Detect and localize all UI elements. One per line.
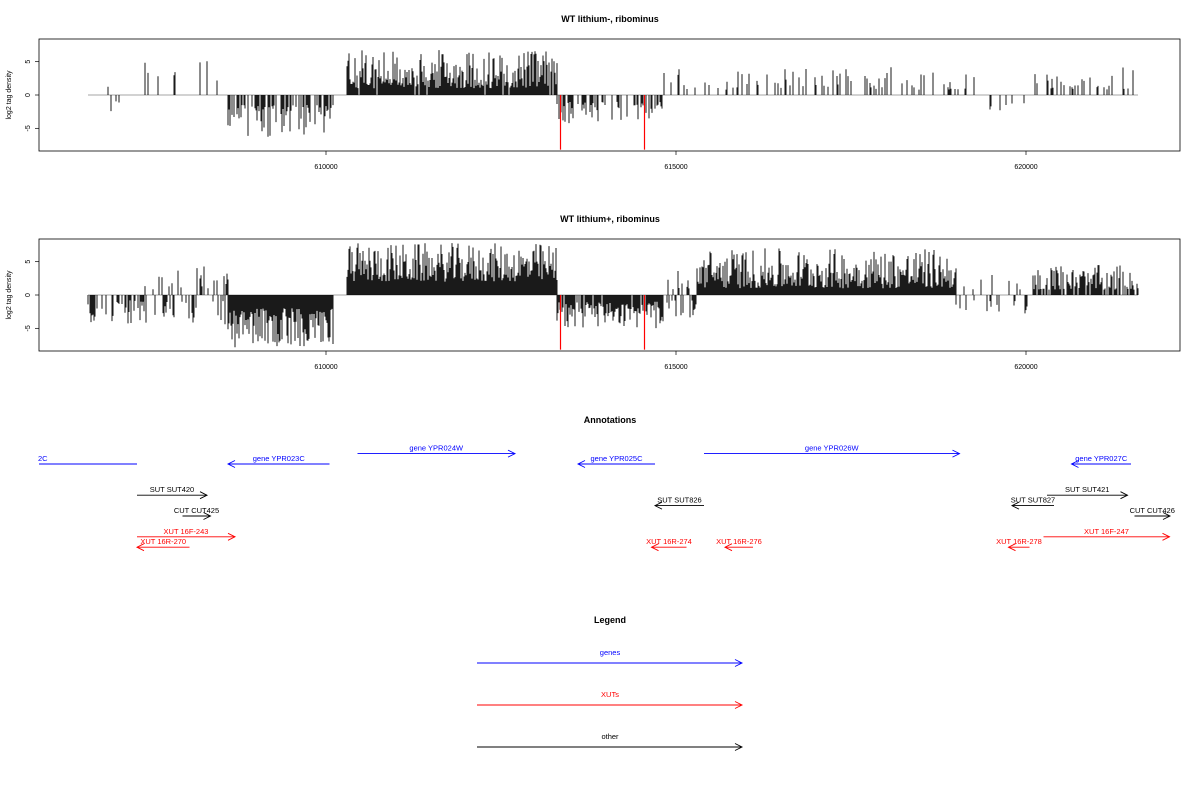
arrowhead-left	[1010, 501, 1020, 510]
legend-label: XUTs	[601, 690, 619, 699]
arrowhead-right	[1120, 491, 1129, 500]
annotation-feature: XUT 16F-247	[1043, 527, 1171, 541]
track-1-bars	[88, 50, 1138, 150]
annotation-features: 2C gene YPR023C gene YPR024W gene YPR025C ge…	[38, 444, 1175, 552]
arrowhead-left	[1007, 543, 1016, 552]
annotation-feature: gene YPR027C	[1070, 454, 1131, 468]
feature-label: CUT CUT425	[174, 506, 219, 515]
feature-label: SUT SUT826	[657, 496, 701, 505]
annotation-feature: gene YPR026W	[704, 444, 961, 458]
arrowhead-left	[1070, 460, 1079, 468]
x-tick-label: 610000	[314, 164, 337, 171]
annotation-feature: SUT SUT420	[137, 485, 209, 500]
feature-label: XUT 16F-243	[164, 527, 209, 536]
x-tick-label: 615000	[664, 364, 687, 371]
y-tick-label: 5	[25, 60, 32, 64]
legend-item: genes	[477, 648, 744, 667]
arrowhead-right	[507, 449, 517, 458]
arrowhead-right	[199, 491, 209, 500]
annotation-feature: XUT 16R-278	[996, 537, 1042, 552]
annotation-feature: XUT 16R-276	[716, 537, 762, 552]
track-1-xaxis: 610000 615000 620000	[314, 151, 1038, 171]
feature-label: CUT CUT426	[1130, 506, 1175, 515]
arrowhead-right	[1162, 512, 1172, 520]
track-1: WT lithium-, ribominus log2 tag density …	[6, 14, 1181, 171]
y-tick-label: -5	[25, 125, 32, 131]
track-1-yaxis: -5 0 5	[25, 60, 39, 131]
arrowhead-right	[227, 532, 237, 541]
feature-label: SUT SUT420	[150, 485, 194, 494]
annotation-feature: gene YPR024W	[357, 444, 517, 458]
arrowhead-left	[135, 543, 145, 552]
track-1-title: WT lithium-, ribominus	[561, 14, 659, 24]
legend-title: Legend	[594, 615, 626, 625]
annotation-feature: XUT 16R-274	[646, 537, 692, 552]
feature-label: gene YPR026W	[805, 444, 860, 453]
track-2-title: WT lithium+, ribominus	[560, 214, 660, 224]
arrowhead-right	[203, 512, 212, 520]
x-tick-label: 620000	[1014, 364, 1037, 371]
arrowhead-left	[650, 543, 659, 552]
arrowhead-right	[734, 743, 744, 751]
annotation-feature: XUT 16R-270	[135, 537, 190, 552]
track-2-bars	[87, 243, 1139, 350]
arrowhead-right	[734, 659, 744, 667]
arrowhead-left	[653, 501, 663, 510]
annotation-feature: XUT 16F-243	[137, 527, 237, 541]
track-2-ylabel: log2 tag density	[6, 270, 13, 320]
feature-label: XUT 16R-270	[140, 537, 186, 546]
arrowhead-left	[576, 460, 586, 468]
legend-items: genes XUTs other	[477, 648, 744, 751]
annotations-title: Annotations	[584, 415, 637, 425]
track-2-yaxis: -5 0 5	[25, 260, 39, 331]
arrowhead-left	[723, 543, 733, 552]
track-2-xaxis: 610000 615000 620000	[314, 351, 1038, 371]
annotation-feature: CUT CUT426	[1130, 506, 1175, 520]
x-tick-label: 615000	[664, 164, 687, 171]
arrowhead-left	[226, 460, 236, 468]
y-tick-label: -5	[25, 325, 32, 331]
annotations-panel: Annotations 2C gene YPR023C gene YPR024W ge…	[38, 415, 1175, 552]
x-tick-label: 620000	[1014, 164, 1037, 171]
annotation-feature: gene YPR023C	[226, 454, 330, 468]
feature-label: XUT 16R-278	[996, 537, 1042, 546]
annotation-feature: SUT SUT827	[1011, 496, 1055, 510]
annotation-feature: SUT SUT826	[653, 496, 704, 510]
feature-label: 2C	[38, 454, 48, 463]
feature-label: gene YPR024W	[409, 444, 464, 453]
feature-label: XUT 16R-276	[716, 537, 762, 546]
arrowhead-right	[1162, 532, 1171, 541]
track-1-ylabel: log2 tag density	[6, 70, 13, 120]
feature-label: gene YPR025C	[591, 454, 644, 463]
annotation-feature: gene YPR025C	[576, 454, 655, 468]
y-tick-label: 5	[25, 260, 32, 264]
legend-panel: Legend genes XUTs other	[477, 615, 744, 751]
arrowhead-right	[734, 701, 744, 709]
feature-label: gene YPR023C	[253, 454, 306, 463]
annotation-feature: 2C	[38, 454, 137, 465]
legend-label: genes	[600, 648, 621, 657]
arrowhead-right	[952, 449, 961, 458]
legend-label: other	[601, 732, 619, 741]
legend-item: XUTs	[477, 690, 744, 709]
x-tick-label: 610000	[314, 364, 337, 371]
annotation-feature: CUT CUT425	[174, 506, 219, 520]
annotation-feature: SUT SUT421	[1047, 485, 1129, 500]
feature-label: XUT 16R-274	[646, 537, 692, 546]
track-2: WT lithium+, ribominus log2 tag density …	[6, 214, 1181, 371]
feature-label: XUT 16F-247	[1084, 527, 1129, 536]
legend-item: other	[477, 732, 744, 751]
y-tick-label: 0	[25, 293, 32, 297]
y-tick-label: 0	[25, 93, 32, 97]
feature-label: SUT SUT827	[1011, 496, 1055, 505]
feature-label: SUT SUT421	[1065, 485, 1109, 494]
feature-label: gene YPR027C	[1075, 454, 1128, 463]
